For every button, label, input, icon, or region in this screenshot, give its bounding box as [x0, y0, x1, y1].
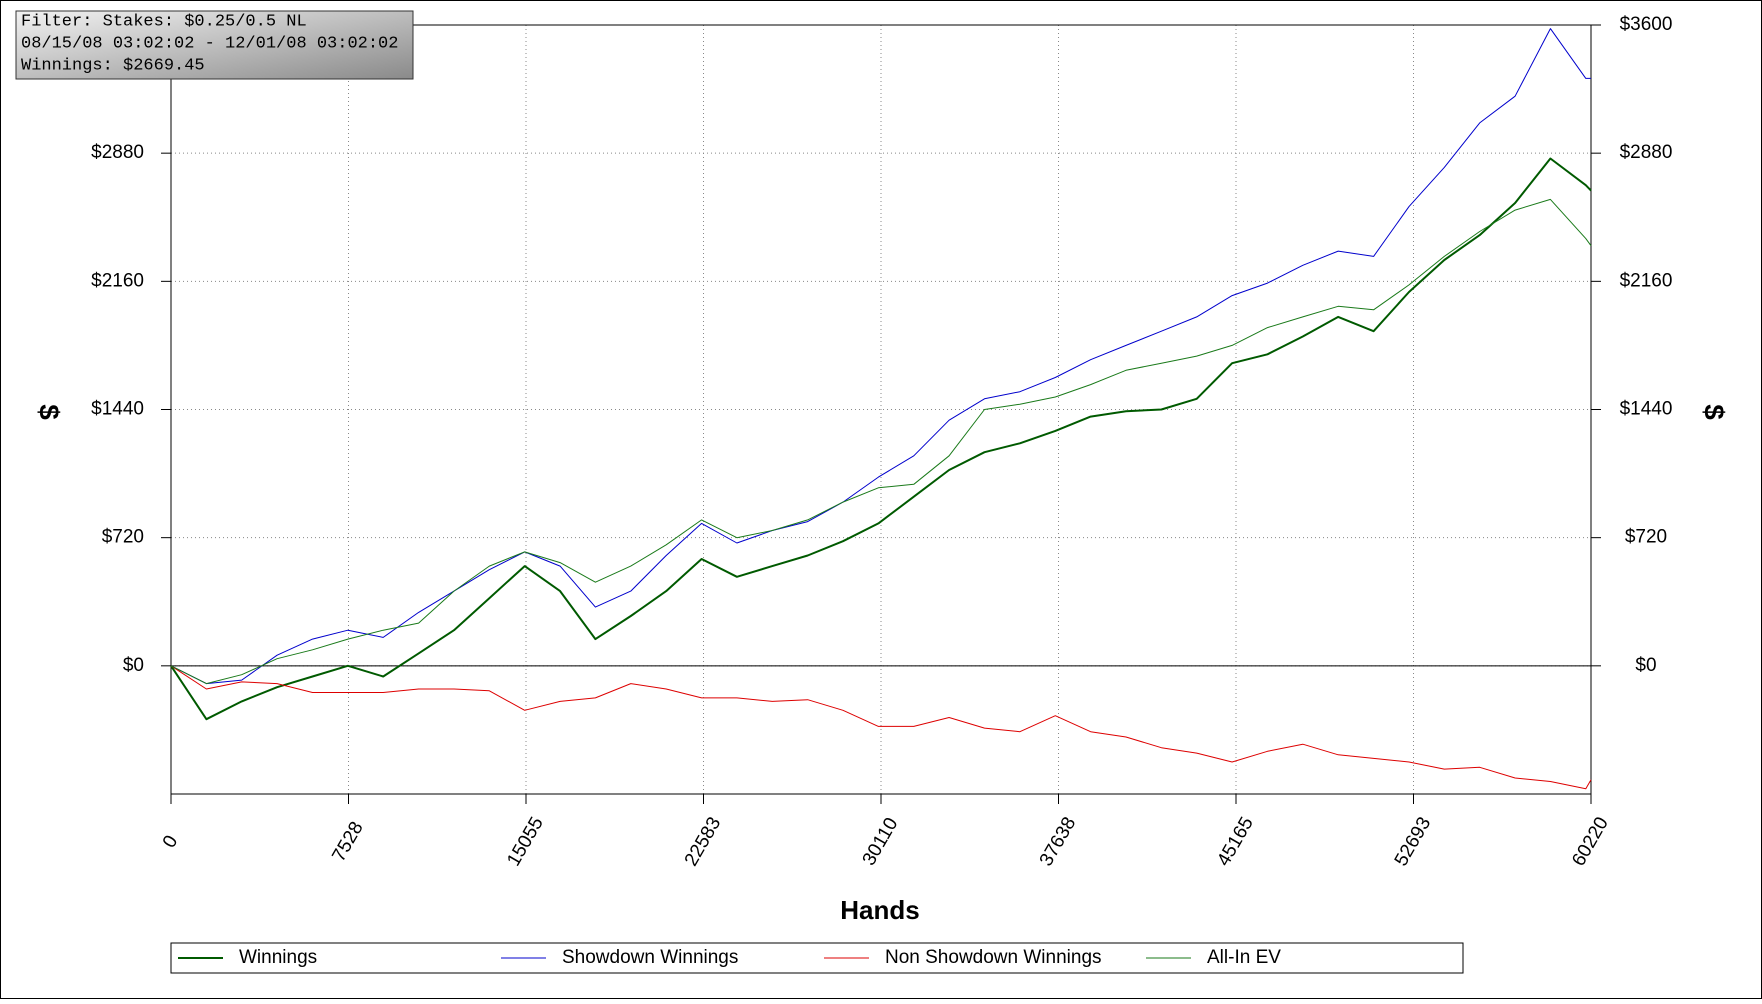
series-line — [170, 157, 1592, 721]
y2-tick-label: $3600 — [1620, 14, 1673, 35]
series-line — [170, 28, 1591, 685]
y-tick-label: $2160 — [91, 270, 144, 291]
legend: Winnings Showdown Winnings Non Showdown Wi… — [178, 947, 1281, 968]
y-tick-label: $720 — [102, 527, 144, 548]
filter-text: Filter: Stakes: $0.25/0.5 NL — [21, 12, 307, 31]
y2-axis-label: $ — [1699, 404, 1730, 420]
filter-box — [15, 10, 414, 80]
y2-tick-label: $2160 — [1620, 270, 1673, 291]
y2-tick-label: $2880 — [1620, 142, 1673, 163]
y-tick-label: $1440 — [91, 399, 144, 420]
series-line — [170, 198, 1592, 685]
legend-box — [170, 942, 1464, 974]
legend-label: Winnings — [239, 947, 317, 968]
y2-tick-label: $0 — [1635, 655, 1656, 676]
y-tick-label: $0 — [123, 655, 144, 676]
legend-label: All-In EV — [1207, 947, 1281, 968]
date-range-text: 08/15/08 03:02:02 - 12/01/08 03:02:02 — [21, 34, 398, 53]
winnings-text: Winnings: $2669.45 — [21, 56, 205, 75]
y2-tick-label: $1440 — [1620, 399, 1673, 420]
series-line — [170, 665, 1592, 790]
y-axis-label: $ — [34, 404, 65, 420]
legend-label: Non Showdown Winnings — [885, 947, 1102, 968]
x-axis-label: Hands — [840, 895, 919, 925]
y-tick-label: $2880 — [91, 142, 144, 163]
plot-border — [170, 24, 1592, 795]
legend-label: Showdown Winnings — [562, 947, 738, 968]
y2-tick-label: $720 — [1625, 527, 1667, 548]
